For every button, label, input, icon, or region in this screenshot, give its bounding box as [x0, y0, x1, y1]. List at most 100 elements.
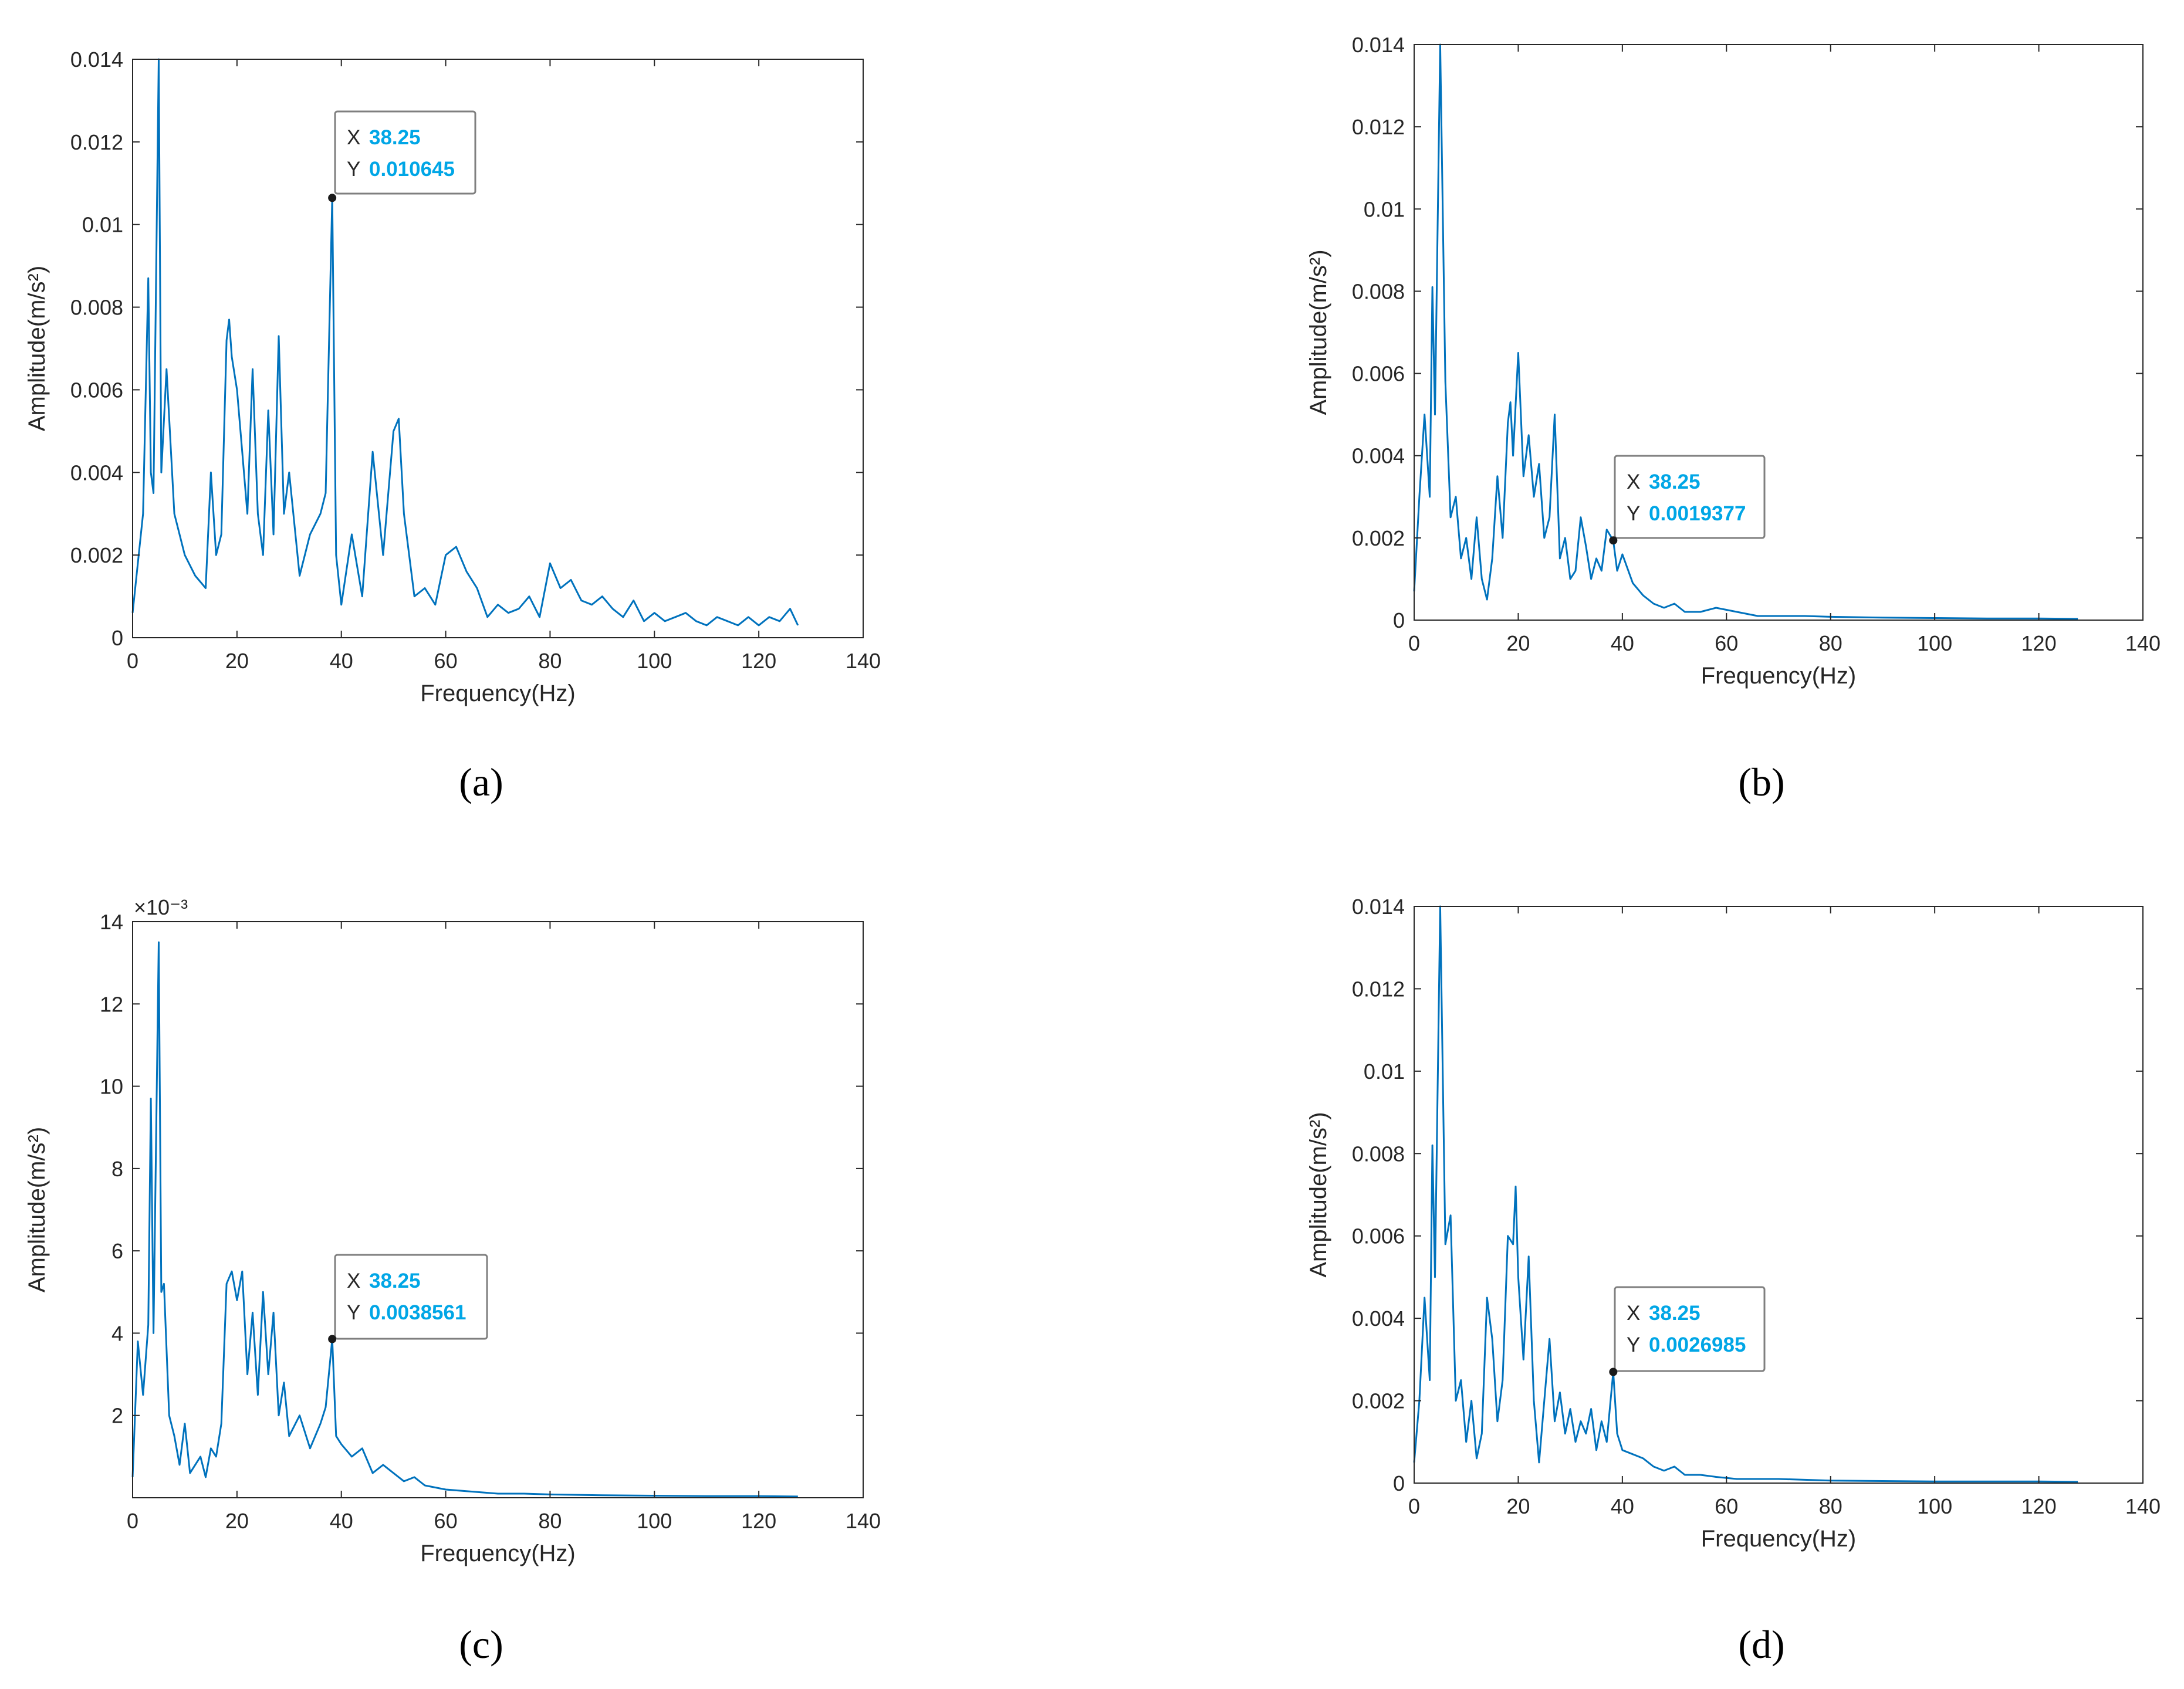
x-tick-label: 100 — [637, 1509, 672, 1533]
y-tick-label: 0 — [111, 626, 123, 650]
y-tick-label: 0.004 — [1352, 1306, 1405, 1331]
series-line — [131, 58, 799, 627]
datatip-marker — [1609, 1368, 1618, 1376]
datatip-box — [334, 1254, 488, 1340]
plot-area — [1414, 906, 2143, 1483]
axes-box — [1414, 906, 2144, 1484]
x-axis-label: Frequency(Hz) — [420, 681, 576, 706]
y-tick-label: 0.012 — [1352, 977, 1405, 1001]
x-tick-label: 80 — [1819, 631, 1842, 655]
series-line — [1413, 43, 2078, 620]
x-tick-label: 140 — [846, 649, 881, 673]
datatip-box — [1614, 455, 1766, 539]
y-tick-label: 0.012 — [70, 130, 123, 154]
x-tick-label: 140 — [2125, 631, 2161, 655]
y-tick-label: 0.002 — [70, 543, 123, 567]
datatip[interactable]: X 38.25 Y 0.010645 — [328, 110, 476, 202]
datatip-marker — [1609, 536, 1618, 545]
datatip-x-value: 38.25 — [369, 126, 421, 149]
x-tick-label: 80 — [538, 649, 562, 673]
y-tick-label: 0.014 — [70, 48, 123, 72]
x-tick-label: 40 — [1611, 1494, 1634, 1518]
y-tick-label: 0.002 — [1352, 1389, 1405, 1413]
y-tick-label: 0.01 — [82, 213, 123, 237]
x-tick-label: 20 — [1506, 631, 1530, 655]
datatip[interactable]: X 38.25 Y 0.0026985 — [1609, 1286, 1766, 1376]
datatip[interactable]: X 38.25 Y 0.0019377 — [1609, 455, 1766, 545]
x-tick-label: 40 — [1611, 631, 1634, 655]
y-tick-label: 10 — [100, 1075, 123, 1099]
y-tick-label: 14 — [100, 910, 123, 934]
y-tick-label: 0.002 — [1352, 526, 1405, 550]
y-tick-label: 0.006 — [1352, 1224, 1405, 1248]
datatip-y-value: 0.0026985 — [1649, 1333, 1746, 1356]
panel-c: 0 20 40 60 80 100 120 140 2 4 6 8 10 12 14 ×10⁻³ Frequen… — [24, 895, 881, 1667]
y-tick-label: 0.012 — [1352, 115, 1405, 139]
datatip-x-value: 38.25 — [369, 1270, 421, 1292]
x-tick-label: 0 — [127, 1509, 138, 1533]
datatip-y-key: Y — [1627, 502, 1640, 525]
datatip-y-key: Y — [347, 1301, 360, 1324]
datatip-y-key: Y — [347, 158, 360, 181]
x-tick-label: 140 — [2125, 1494, 2161, 1518]
x-tick-label: 100 — [637, 649, 672, 673]
y-tick-label: 0.008 — [70, 296, 123, 320]
x-tick-label: 20 — [1506, 1494, 1530, 1518]
datatip-x-value: 38.25 — [1649, 471, 1700, 493]
x-tick-label: 120 — [741, 649, 776, 673]
panel-caption: (c) — [459, 1622, 503, 1667]
y-axis-label: Amplitude(m/s²) — [1306, 1112, 1331, 1277]
datatip-box — [334, 110, 476, 195]
datatip-marker — [328, 1335, 337, 1343]
x-tick-label: 140 — [846, 1509, 881, 1533]
y-tick-label: 0.004 — [1352, 444, 1405, 468]
panel-b: 0 20 40 60 80 100 120 140 0 0.002 0.004 0.006 0.008 0… — [1306, 33, 2161, 804]
y-tick-label: 0.006 — [70, 378, 123, 402]
x-tick-label: 120 — [2021, 631, 2057, 655]
x-tick-label: 120 — [2021, 1494, 2057, 1518]
datatip-marker — [328, 194, 337, 202]
axes-box — [1414, 44, 2144, 621]
y-tick-label: 0 — [1393, 608, 1405, 632]
x-tick-label: 120 — [741, 1509, 776, 1533]
x-axis-label: Frequency(Hz) — [420, 1541, 576, 1566]
datatip-y-value: 0.0019377 — [1649, 502, 1746, 525]
axes-box — [132, 921, 864, 1498]
x-tick-label: 60 — [434, 649, 458, 673]
y-tick-label: 0.008 — [1352, 279, 1405, 303]
plot-area — [1414, 45, 2143, 620]
y-tick-label: 0.014 — [1352, 33, 1405, 57]
x-tick-label: 60 — [434, 1509, 458, 1533]
x-tick-label: 0 — [1408, 631, 1420, 655]
x-tick-label: 60 — [1715, 1494, 1738, 1518]
panel-d: 0 20 40 60 80 100 120 140 0 0.002 0.004 0.006 0.008 0… — [1306, 895, 2161, 1667]
x-tick-label: 20 — [225, 1509, 249, 1533]
y-tick-label: 0.006 — [1352, 362, 1405, 386]
y-tick-label: 4 — [111, 1321, 123, 1345]
x-tick-label: 0 — [127, 649, 138, 673]
y-tick-label: 8 — [111, 1157, 123, 1181]
y-exponent-label: ×10⁻³ — [134, 895, 188, 919]
y-tick-label: 6 — [111, 1239, 123, 1263]
y-tick-label: 0.014 — [1352, 895, 1405, 919]
x-tick-label: 60 — [1715, 631, 1738, 655]
y-axis-label: Amplitude(m/s²) — [24, 1127, 50, 1292]
panel-a: 0 20 40 60 80 100 120 140 0 0.002 0.004 0.006 0.008 0… — [24, 48, 881, 804]
x-axis-label: Frequency(Hz) — [1701, 663, 1857, 689]
series-line — [131, 941, 798, 1498]
datatip-x-value: 38.25 — [1649, 1302, 1700, 1325]
x-tick-label: 0 — [1408, 1494, 1420, 1518]
y-tick-label: 12 — [100, 992, 123, 1016]
plot-area — [133, 59, 863, 638]
x-tick-label: 40 — [330, 1509, 353, 1533]
panel-caption: (d) — [1738, 1622, 1784, 1667]
x-tick-label: 80 — [538, 1509, 562, 1533]
datatip[interactable]: X 38.25 Y 0.0038561 — [328, 1254, 488, 1343]
x-tick-label: 100 — [1917, 1494, 1952, 1518]
x-tick-label: 80 — [1819, 1494, 1842, 1518]
datatip-x-key: X — [347, 1270, 360, 1292]
datatip-y-value: 0.0038561 — [369, 1301, 466, 1324]
x-tick-label: 40 — [330, 649, 353, 673]
y-tick-label: 0.004 — [70, 461, 123, 485]
